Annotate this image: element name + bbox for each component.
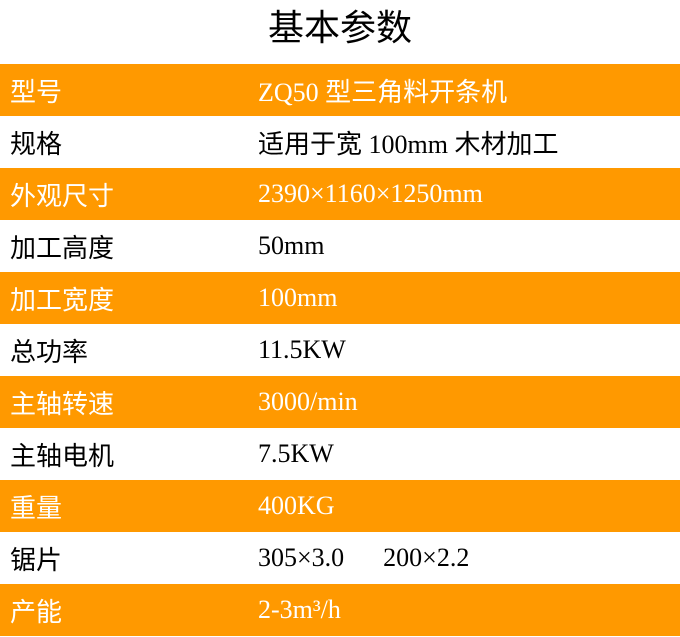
spec-row-spindle-speed: 主轴转速 3000/min <box>0 376 680 428</box>
spec-value: 7.5KW <box>258 439 334 468</box>
spec-row-spindle-motor: 主轴电机 7.5KW <box>0 428 680 480</box>
spec-row-capacity: 产能 2-3m³/h <box>0 584 680 636</box>
spec-row-weight: 重量 400KG <box>0 480 680 532</box>
spec-value: 400KG <box>258 491 335 520</box>
spec-row-dimensions: 外观尺寸 2390×1160×1250mm <box>0 168 680 220</box>
spec-row-model: 型号 ZQ50 型三角料开条机 <box>0 64 680 116</box>
spec-value: 50mm <box>258 231 325 260</box>
spec-row-processing-width: 加工宽度 100mm <box>0 272 680 324</box>
spec-label: 外观尺寸 <box>10 181 115 211</box>
spec-value: 100mm <box>258 283 338 312</box>
spec-label: 型号 <box>10 77 63 107</box>
spec-value: 3000/min <box>258 387 358 416</box>
page-title: 基本参数 <box>267 8 412 48</box>
spec-label: 总功率 <box>10 337 89 367</box>
spec-value: 适用于宽 100mm 木材加工 <box>258 129 559 159</box>
spec-label: 主轴电机 <box>10 441 115 471</box>
spec-label: 加工高度 <box>10 233 115 263</box>
spec-label: 产能 <box>10 597 63 627</box>
spec-value: ZQ50 型三角料开条机 <box>258 77 508 107</box>
spec-row-saw-blade: 锯片 305×3.0 200×2.2 <box>0 532 680 584</box>
spec-row-specification: 规格 适用于宽 100mm 木材加工 <box>0 116 680 168</box>
spec-label: 锯片 <box>10 545 63 575</box>
spec-value: 11.5KW <box>258 335 346 364</box>
spec-row-processing-height: 加工高度 50mm <box>0 220 680 272</box>
spec-row-total-power: 总功率 11.5KW <box>0 324 680 376</box>
spec-value: 2390×1160×1250mm <box>258 179 483 208</box>
spec-label: 规格 <box>10 129 63 159</box>
spec-table: 型号 ZQ50 型三角料开条机 规格 适用于宽 100mm 木材加工 外观尺寸 239… <box>0 64 680 636</box>
spec-value: 2-3m³/h <box>258 595 341 624</box>
spec-label: 主轴转速 <box>10 389 115 419</box>
spec-value: 305×3.0 200×2.2 <box>258 543 470 572</box>
spec-label: 加工宽度 <box>10 285 115 315</box>
spec-label: 重量 <box>10 493 63 523</box>
